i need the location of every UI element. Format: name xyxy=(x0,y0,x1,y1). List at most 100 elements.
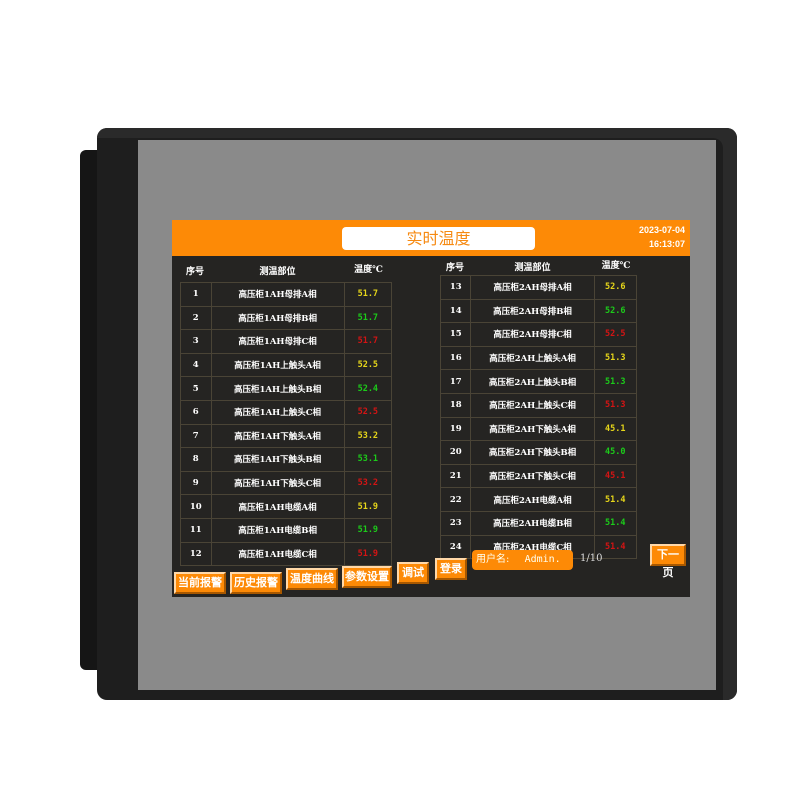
row-temp: 53.1 xyxy=(343,447,393,472)
table-row: 10 高压柜1AH电缆A相 51.9 xyxy=(180,494,393,519)
row-temp: 51.9 xyxy=(343,494,393,519)
row-seq: 4 xyxy=(180,352,212,378)
row-seq: 13 xyxy=(439,275,472,300)
table-row: 7 高压柜1AH下触头A相 53.2 xyxy=(180,423,393,449)
row-location: 高压柜1AH上触头A相 xyxy=(210,352,345,378)
row-location: 高压柜2AH上触头A相 xyxy=(470,345,595,371)
table-row: 5 高压柜1AH上触头B相 52.4 xyxy=(180,376,393,401)
row-location: 高压柜1AH下触头B相 xyxy=(210,447,345,472)
row-location: 高压柜2AH母排B相 xyxy=(470,298,595,324)
login-button[interactable]: 登录 xyxy=(435,558,467,580)
row-seq: 5 xyxy=(180,376,212,401)
user-name: Admin. xyxy=(524,554,561,565)
row-location: 高压柜1AH母排C相 xyxy=(210,329,345,354)
table-row: 8 高压柜1AH下触头B相 53.1 xyxy=(180,447,393,472)
table-row: 19 高压柜2AH下触头A相 45.1 xyxy=(439,416,638,442)
row-temp: 51.4 xyxy=(593,487,638,512)
row-location: 高压柜2AH母排A相 xyxy=(470,275,595,300)
param-settings-button[interactable]: 参数设置 xyxy=(342,566,392,588)
row-seq: 8 xyxy=(180,447,212,472)
row-temp: 51.4 xyxy=(593,510,638,536)
row-location: 高压柜2AH上触头C相 xyxy=(470,392,595,418)
row-temp: 51.7 xyxy=(343,305,393,331)
row-seq: 23 xyxy=(439,510,472,536)
row-temp: 51.9 xyxy=(343,541,393,567)
row-temp: 51.3 xyxy=(593,392,638,418)
header-bar: 实时温度 2023-07-04 16:13:07 xyxy=(172,220,690,256)
table-row: 23 高压柜2AH电缆B相 51.4 xyxy=(439,510,638,536)
row-seq: 2 xyxy=(180,305,212,331)
row-seq: 17 xyxy=(439,369,472,394)
table-row: 13 高压柜2AH母排A相 52.6 xyxy=(439,275,638,300)
col-header-seq: 序号 xyxy=(185,267,204,277)
col-header-temp-right: 温度℃ xyxy=(601,261,631,271)
table-row: 12 高压柜1AH电缆C相 51.9 xyxy=(180,541,393,567)
col-header-location-right: 测温部位 xyxy=(514,263,551,273)
row-location: 高压柜2AH下触头A相 xyxy=(470,416,595,442)
row-location: 高压柜1AH下触头A相 xyxy=(210,423,345,449)
row-location: 高压柜1AH母排B相 xyxy=(210,305,345,331)
col-header-location: 测温部位 xyxy=(259,267,296,277)
temperature-table-right: 13 高压柜2AH母排A相 52.6 14 高压柜2AH母排B相 52.6 15 高压柜2AH… xyxy=(439,275,638,560)
row-location: 高压柜1AH母排A相 xyxy=(210,282,345,307)
table-row: 1 高压柜1AH母排A相 51.7 xyxy=(180,282,393,307)
temperature-table-left: 1 高压柜1AH母排A相 51.7 2 高压柜1AH母排B相 51.7 3 高压柜1AH母排C… xyxy=(180,282,393,567)
row-temp: 45.1 xyxy=(593,416,638,442)
row-seq: 14 xyxy=(439,298,472,324)
row-location: 高压柜2AH电缆B相 xyxy=(470,510,595,536)
col-header-temp: 温度℃ xyxy=(354,265,383,275)
row-temp: 52.6 xyxy=(593,275,638,300)
row-temp: 53.2 xyxy=(343,470,393,496)
row-location: 高压柜2AH电缆A相 xyxy=(470,487,595,512)
table-row: 2 高压柜1AH母排B相 51.7 xyxy=(180,305,393,331)
row-seq: 22 xyxy=(439,487,472,512)
row-seq: 11 xyxy=(180,517,212,543)
row-location: 高压柜2AH下触头B相 xyxy=(470,440,595,465)
row-temp: 52.4 xyxy=(343,376,393,401)
row-seq: 24 xyxy=(439,534,472,560)
date: 2023-07-04 xyxy=(638,225,685,235)
row-seq: 16 xyxy=(439,345,472,371)
table-row: 24 高压柜2AH电缆C相 51.4 xyxy=(439,534,638,560)
row-temp: 51.4 xyxy=(593,534,638,560)
row-seq: 1 xyxy=(180,282,212,307)
row-location: 高压柜2AH下触头C相 xyxy=(470,463,595,489)
row-location: 高压柜1AH电缆A相 xyxy=(210,494,345,519)
row-location: 高压柜1AH电缆C相 xyxy=(210,541,345,567)
debug-button[interactable]: 调试 xyxy=(397,562,429,584)
row-temp: 52.5 xyxy=(343,399,393,425)
row-temp: 53.2 xyxy=(343,423,393,449)
row-seq: 9 xyxy=(180,470,212,496)
user-label: 用户名: xyxy=(476,554,510,565)
page-title: 实时温度 xyxy=(342,227,535,250)
row-seq: 18 xyxy=(439,392,472,418)
history-alarm-button[interactable]: 历史报警 xyxy=(230,572,282,594)
temp-curve-button[interactable]: 温度曲线 xyxy=(286,568,338,590)
row-location: 高压柜2AH上触头B相 xyxy=(470,369,595,394)
row-temp: 51.7 xyxy=(343,329,393,354)
table-row: 18 高压柜2AH上触头C相 51.3 xyxy=(439,392,638,418)
table-row: 6 高压柜1AH上触头C相 52.5 xyxy=(180,399,393,425)
table-row: 16 高压柜2AH上触头A相 51.3 xyxy=(439,345,638,371)
row-location: 高压柜1AH上触头C相 xyxy=(210,399,345,425)
row-temp: 45.0 xyxy=(593,440,638,465)
table-row: 9 高压柜1AH下触头C相 53.2 xyxy=(180,470,393,496)
row-temp: 45.1 xyxy=(593,463,638,489)
table-row: 4 高压柜1AH上触头A相 52.5 xyxy=(180,352,393,378)
col-header-seq-right: 序号 xyxy=(445,263,464,273)
page-indicator: 1/10 xyxy=(580,553,603,564)
current-alarm-button[interactable]: 当前报警 xyxy=(174,572,226,594)
next-page-button[interactable]: 下一页 xyxy=(650,544,686,579)
row-seq: 3 xyxy=(180,329,212,354)
row-seq: 7 xyxy=(180,423,212,449)
table-row: 22 高压柜2AH电缆A相 51.4 xyxy=(439,487,638,512)
row-seq: 20 xyxy=(439,440,472,465)
row-temp: 52.6 xyxy=(593,298,638,324)
table-row: 11 高压柜1AH电缆B相 51.9 xyxy=(180,517,393,543)
row-location: 高压柜2AH母排C相 xyxy=(470,322,595,347)
table-row: 17 高压柜2AH上触头B相 51.3 xyxy=(439,369,638,394)
row-location: 高压柜1AH上触头B相 xyxy=(210,376,345,401)
row-seq: 12 xyxy=(180,541,212,567)
row-seq: 19 xyxy=(439,416,472,442)
row-seq: 10 xyxy=(180,494,212,519)
